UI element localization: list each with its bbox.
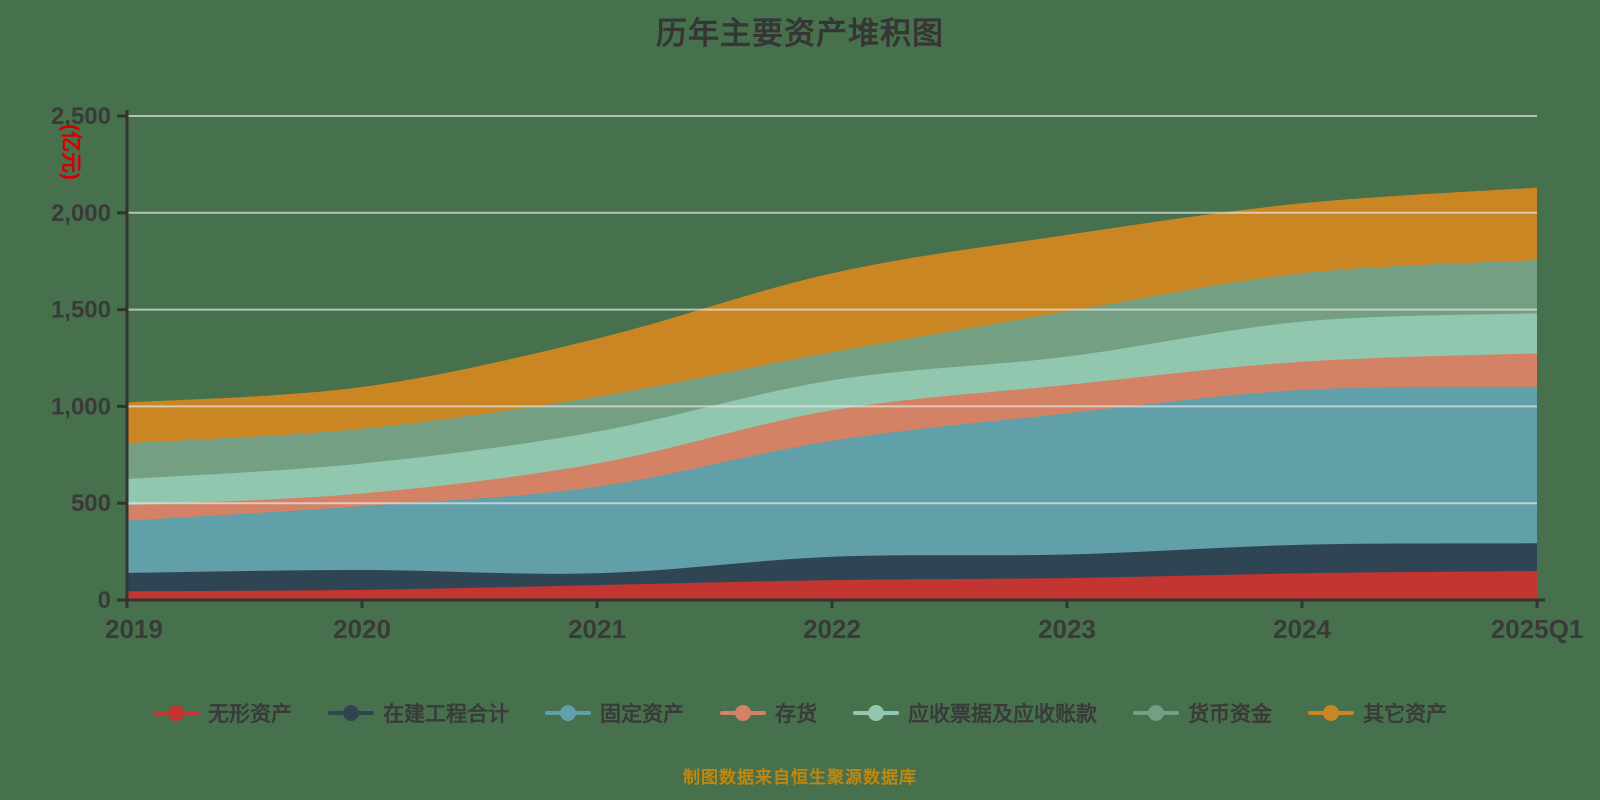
x-tick-label: 2020 bbox=[333, 614, 391, 644]
legend-label: 存货 bbox=[775, 703, 817, 726]
legend-label: 其它资产 bbox=[1363, 703, 1447, 726]
y-axis-unit-label: (亿元) bbox=[59, 124, 83, 180]
legend-marker-icon bbox=[328, 705, 374, 721]
legend-item-inventory[interactable]: 存货 bbox=[720, 698, 817, 728]
legend-item-construction-in-progress[interactable]: 在建工程合计 bbox=[328, 698, 509, 728]
gridlines bbox=[127, 115, 1537, 505]
y-tick-label: 500 bbox=[71, 490, 111, 517]
area-series-group bbox=[127, 187, 1537, 600]
legend-label: 在建工程合计 bbox=[383, 703, 509, 726]
legend-item-other-assets[interactable]: 其它资产 bbox=[1308, 698, 1447, 728]
x-tick-label: 2019 bbox=[105, 614, 163, 644]
legend-marker-icon bbox=[853, 705, 899, 721]
page-title: 历年主要资产堆积图 bbox=[656, 16, 944, 51]
legend-item-notes-accounts-receivable[interactable]: 应收票据及应收账款 bbox=[853, 698, 1097, 728]
x-tick-label: 2023 bbox=[1038, 614, 1096, 644]
x-axis: 2019 2020 2021 2022 2023 2024 2025Q1 bbox=[105, 600, 1583, 644]
legend-item-intangible-assets[interactable]: 无形资产 bbox=[153, 698, 292, 728]
legend-item-fixed-assets[interactable]: 固定资产 bbox=[545, 698, 684, 728]
y-tick-label: 2,500 bbox=[51, 103, 111, 130]
y-axis: 0 500 1,000 1,500 2,000 2,500 bbox=[51, 103, 127, 614]
legend-item-monetary-funds[interactable]: 货币资金 bbox=[1133, 698, 1272, 728]
y-tick-label: 1,000 bbox=[51, 393, 111, 420]
legend: 无形资产 在建工程合计 固定资产 存货 应收票据及应收账款 货币资金 其它资产 bbox=[0, 698, 1600, 728]
x-tick-label: 2025Q1 bbox=[1491, 614, 1584, 644]
y-tick-label: 0 bbox=[98, 587, 111, 614]
legend-label: 无形资产 bbox=[208, 703, 292, 726]
x-tick-label: 2021 bbox=[568, 614, 626, 644]
legend-label: 应收票据及应收账款 bbox=[908, 703, 1097, 726]
x-tick-label: 2024 bbox=[1273, 614, 1331, 644]
legend-label: 固定资产 bbox=[600, 703, 684, 726]
area-intangible-assets bbox=[127, 571, 1537, 600]
legend-marker-icon bbox=[1133, 705, 1179, 721]
y-tick-label: 2,000 bbox=[51, 200, 111, 227]
legend-marker-icon bbox=[1308, 705, 1354, 721]
data-source-caption: 制图数据来自恒生聚源数据库 bbox=[683, 768, 917, 787]
legend-label: 货币资金 bbox=[1188, 703, 1272, 726]
legend-marker-icon bbox=[153, 705, 199, 721]
area-fixed-assets bbox=[127, 386, 1537, 600]
legend-marker-icon bbox=[545, 705, 591, 721]
legend-marker-icon bbox=[720, 705, 766, 721]
y-tick-label: 1,500 bbox=[51, 297, 111, 324]
x-tick-label: 2022 bbox=[803, 614, 861, 644]
